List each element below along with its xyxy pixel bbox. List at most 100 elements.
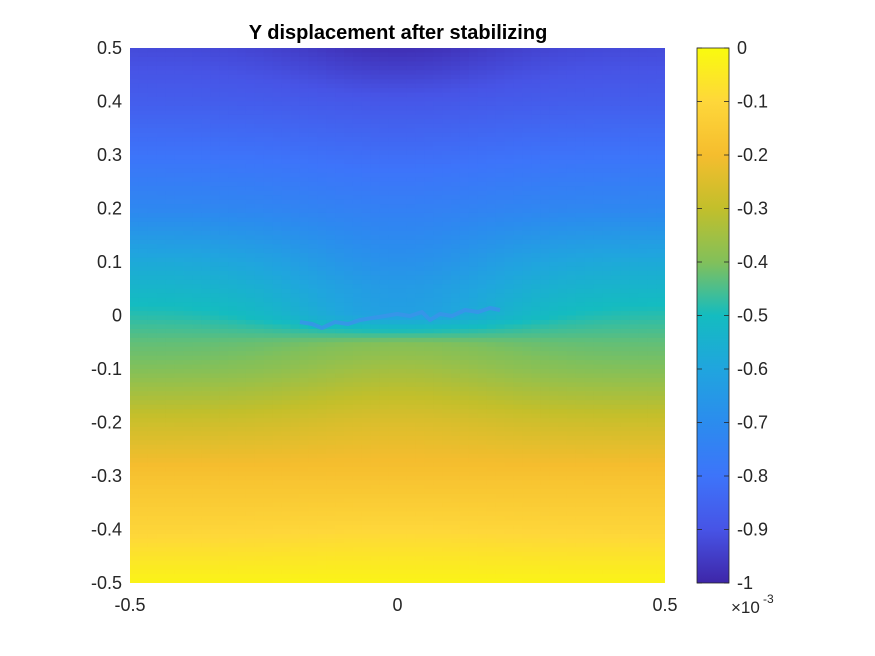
field-cell: [263, 204, 274, 210]
field-cell: [379, 163, 390, 169]
field-cell: [281, 172, 292, 178]
field-cell: [531, 400, 541, 406]
field-cell: [219, 328, 229, 334]
field-cell: [388, 355, 399, 361]
field-cell: [254, 275, 265, 281]
field-cell: [237, 386, 247, 392]
field-cell: [352, 279, 363, 285]
field-cell: [335, 230, 345, 236]
field-cell: [406, 333, 416, 339]
field-cell: [165, 150, 176, 156]
field-cell: [602, 195, 613, 201]
field-cell: [272, 230, 283, 236]
field-cell: [183, 395, 194, 401]
field-cell: [308, 230, 318, 236]
field-cell: [192, 70, 202, 76]
field-cell: [245, 364, 256, 370]
field-cell: [192, 132, 202, 138]
field-cell: [593, 297, 604, 303]
field-cell: [575, 155, 586, 161]
field-cell: [459, 177, 470, 183]
field-cell: [522, 279, 532, 285]
field-cell: [415, 351, 425, 357]
field-cell: [237, 110, 247, 116]
field-cell: [130, 190, 140, 196]
field-cell: [335, 262, 345, 268]
field-cell: [201, 324, 211, 330]
field-cell: [281, 212, 292, 219]
field-cell: [584, 328, 595, 334]
field-cell: [406, 163, 416, 169]
field-cell: [531, 217, 541, 223]
field-cell: [558, 204, 568, 210]
field-cell: [593, 257, 604, 263]
field-cell: [459, 110, 470, 116]
field-cell: [477, 137, 488, 143]
field-cell: [335, 360, 345, 366]
field-cell: [504, 79, 515, 85]
field-cell: [192, 346, 202, 352]
field-cell: [379, 404, 390, 410]
field-cell: [459, 181, 470, 187]
field-cell: [299, 123, 309, 129]
field-cell: [192, 61, 202, 67]
field-cell: [584, 404, 595, 410]
field-cell: [620, 293, 630, 299]
field-cell: [629, 284, 639, 290]
field-cell: [183, 235, 194, 241]
field-cell: [308, 48, 318, 54]
field-cell: [308, 257, 318, 263]
field-cell: [290, 159, 301, 165]
field-cell: [361, 212, 372, 219]
field-cell: [531, 212, 541, 219]
field-cell: [477, 186, 488, 192]
field-cell: [147, 190, 158, 196]
field-cell: [602, 262, 613, 268]
field-cell: [370, 328, 381, 334]
field-cell: [433, 253, 443, 259]
field-cell: [513, 400, 523, 406]
field-cell: [620, 177, 630, 183]
field-cell: [566, 101, 577, 107]
field-cell: [424, 132, 434, 138]
field-cell: [531, 177, 541, 183]
field-cell: [522, 257, 532, 263]
field-cell: [272, 364, 283, 370]
field-cell: [486, 346, 497, 352]
field-cell: [237, 395, 247, 401]
field-cell: [174, 150, 185, 156]
field-cell: [272, 293, 283, 299]
field-cell: [549, 355, 559, 361]
field-cell: [210, 270, 220, 276]
field-cell: [584, 311, 595, 317]
field-cell: [201, 328, 211, 334]
field-cell: [254, 105, 265, 112]
field-cell: [370, 230, 381, 236]
field-cell: [281, 221, 292, 227]
field-cell: [566, 221, 577, 227]
field-cell: [629, 413, 639, 419]
field-cell: [219, 172, 229, 178]
field-cell: [513, 409, 523, 415]
field-cell: [566, 92, 577, 98]
field-cell: [219, 235, 229, 241]
field-cell: [156, 226, 167, 232]
field-cell: [611, 208, 622, 214]
field-cell: [210, 105, 220, 112]
field-cell: [388, 413, 399, 419]
field-cell: [299, 146, 309, 152]
field-cell: [558, 65, 568, 71]
field-cell: [602, 306, 613, 312]
field-cell: [156, 302, 167, 308]
field-cell: [656, 48, 665, 54]
field-cell: [477, 275, 488, 281]
field-cell: [201, 346, 211, 352]
field-cell: [290, 404, 301, 410]
field-cell: [326, 110, 336, 116]
field-cell: [361, 328, 372, 334]
field-cell: [192, 355, 202, 361]
field-cell: [566, 181, 577, 187]
field-cell: [451, 128, 461, 134]
field-cell: [468, 52, 479, 58]
field-cell: [183, 239, 194, 245]
